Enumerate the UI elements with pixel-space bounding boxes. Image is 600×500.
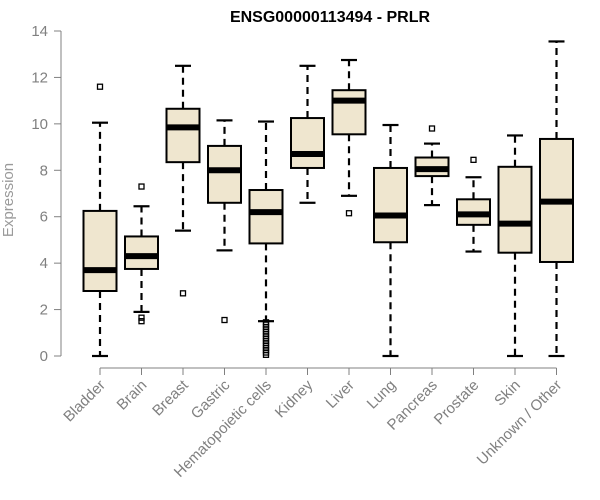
- x-tick-label: Breast: [149, 376, 192, 419]
- outlier-point: [96, 83, 104, 90]
- y-axis: 0 2 4 6 8 10 12 14: [31, 23, 62, 365]
- x-tick-label: Skin: [491, 377, 524, 410]
- box-iqr: [207, 144, 242, 204]
- y-tick-label: 6: [40, 209, 48, 226]
- box-skin: [497, 134, 533, 358]
- x-tick-label: Lung: [364, 377, 400, 413]
- box-iqr: [124, 235, 159, 270]
- box-breast: [165, 64, 201, 297]
- box-iqr: [248, 189, 284, 245]
- box-lung: [373, 123, 408, 358]
- box-iqr: [497, 165, 533, 254]
- outlier-point: [179, 290, 187, 297]
- box-gastric: [207, 119, 242, 324]
- x-tick-label: Prostate: [431, 377, 483, 429]
- box-unknown-other: [539, 40, 574, 358]
- y-axis-label: Expression: [0, 163, 17, 237]
- outlier-point: [138, 314, 145, 321]
- y-tick-label: 0: [40, 348, 48, 365]
- y-tick-label: 12: [31, 69, 48, 86]
- box-iqr: [165, 107, 201, 164]
- outlier-point: [138, 318, 145, 325]
- box-kidney: [290, 64, 325, 204]
- box-liver: [331, 58, 367, 217]
- box-prostate: [456, 156, 491, 253]
- chart-title: ENSG00000113494 - PRLR: [230, 9, 431, 26]
- y-tick-label: 2: [40, 302, 48, 319]
- box-hematopoietic-cells: [248, 120, 284, 358]
- outlier-point: [345, 210, 353, 217]
- y-tick-label: 4: [40, 255, 48, 272]
- box-bladder: [82, 83, 118, 358]
- outlier-point: [262, 319, 270, 326]
- outlier-point: [138, 183, 145, 190]
- box-iqr: [82, 209, 118, 293]
- box-iqr: [331, 89, 367, 136]
- outlier-point: [470, 156, 477, 163]
- box-pancreas: [414, 125, 450, 207]
- y-tick-label: 8: [40, 162, 48, 179]
- box-iqr: [373, 166, 408, 244]
- outlier-point: [221, 316, 228, 324]
- x-tick-label: Bladder: [60, 377, 109, 426]
- y-tick-label: 10: [31, 116, 48, 133]
- y-tick-label: 14: [31, 23, 48, 40]
- box-brain: [124, 183, 159, 325]
- x-tick-label: Liver: [323, 377, 358, 412]
- x-tick-label: Kidney: [272, 376, 317, 421]
- box-iqr: [290, 117, 325, 169]
- x-tick-label: Brain: [114, 377, 151, 414]
- outlier-point: [428, 125, 436, 132]
- boxes: [82, 40, 574, 358]
